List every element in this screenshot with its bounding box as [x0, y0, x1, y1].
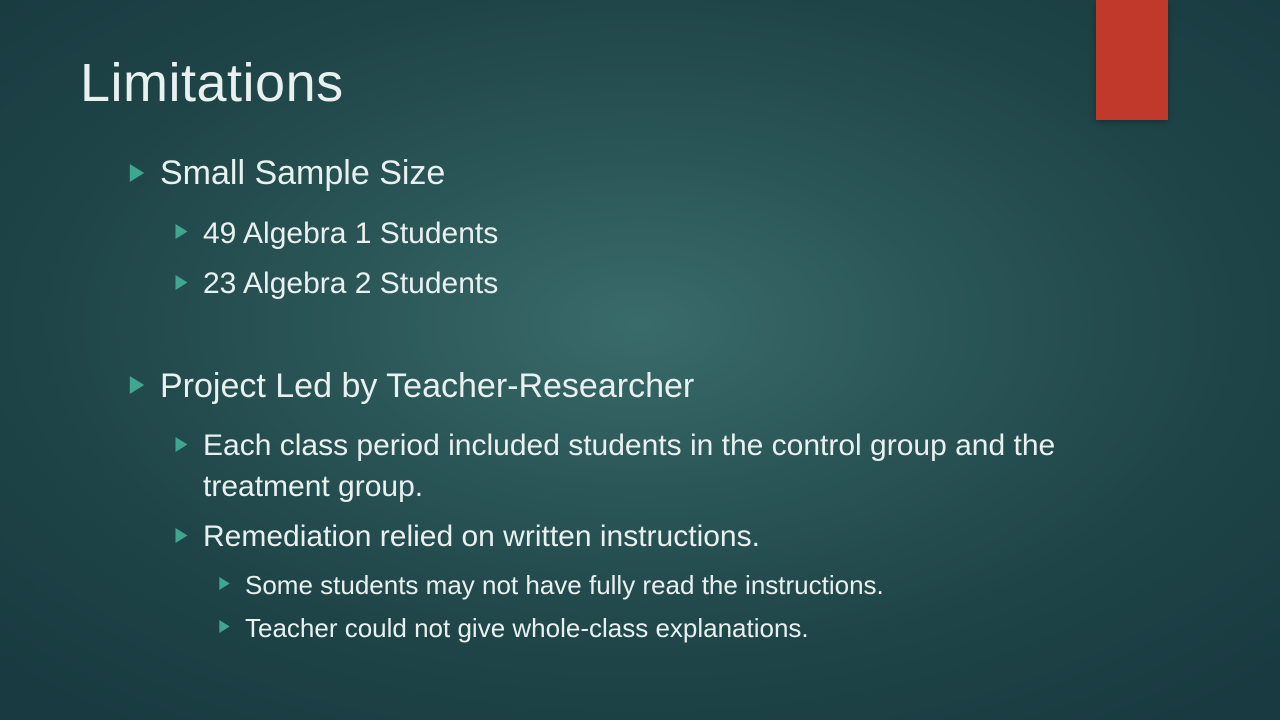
bullet-lvl2: Each class period included students in t… — [128, 426, 1200, 507]
bullet-text: Small Sample Size — [160, 152, 1200, 196]
triangle-bullet-icon — [174, 224, 189, 239]
accent-banner — [1096, 0, 1168, 120]
slide-title: Limitations — [80, 52, 1200, 114]
triangle-bullet-icon — [174, 528, 189, 543]
bullet-lvl1: Project Led by Teacher-Researcher — [128, 365, 1200, 409]
triangle-bullet-icon — [128, 376, 146, 394]
slide-content: Small Sample Size 49 Algebra 1 Students … — [80, 152, 1200, 646]
slide-body: Limitations Small Sample Size 49 Algebra… — [0, 0, 1280, 694]
bullet-text: Remediation relied on written instructio… — [203, 517, 1083, 558]
bullet-text: 23 Algebra 2 Students — [203, 264, 1083, 305]
bullet-text: Teacher could not give whole-class expla… — [245, 611, 1200, 646]
bullet-lvl2: 23 Algebra 2 Students — [128, 264, 1200, 305]
triangle-bullet-icon — [174, 275, 189, 290]
bullet-text: 49 Algebra 1 Students — [203, 214, 1083, 255]
triangle-bullet-icon — [218, 620, 231, 633]
triangle-bullet-icon — [218, 577, 231, 590]
triangle-bullet-icon — [174, 437, 189, 452]
bullet-lvl2: 49 Algebra 1 Students — [128, 214, 1200, 255]
bullet-lvl3: Teacher could not give whole-class expla… — [128, 611, 1200, 646]
bullet-lvl2: Remediation relied on written instructio… — [128, 517, 1200, 558]
bullet-text: Some students may not have fully read th… — [245, 568, 1200, 603]
bullet-text: Each class period included students in t… — [203, 426, 1083, 507]
bullet-lvl1: Small Sample Size — [128, 152, 1200, 196]
section-gap — [128, 315, 1200, 365]
triangle-bullet-icon — [128, 164, 146, 182]
bullet-text: Project Led by Teacher-Researcher — [160, 365, 1200, 409]
bullet-lvl3: Some students may not have fully read th… — [128, 568, 1200, 603]
